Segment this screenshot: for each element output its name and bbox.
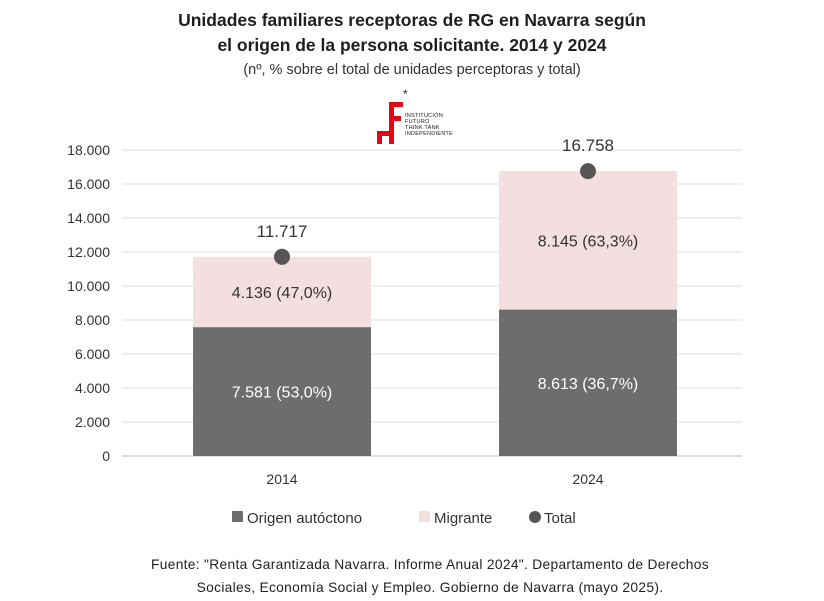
logo-mark-icon [377,102,403,144]
legend-label: Migrante [434,510,492,527]
logo-text-line-2: FUTURO [405,119,430,125]
chart-title-line-2: el origen de la persona solicitante. 201… [217,35,607,55]
total-point [580,163,596,180]
logo-text-line-3: THINK TANK [405,125,440,131]
legend-swatch [529,511,541,523]
bar-segment [193,256,371,328]
bar-data-label: 8.145 (63,3%) [538,233,639,250]
total-point [274,248,290,265]
y-tick-label: 0 [102,448,110,464]
institucion-futuro-logo: * INSTITUCIÓN FUTURO THINK TANK INDEPEND… [377,87,477,148]
x-tick-label: 2014 [266,471,297,487]
y-tick-label: 10.000 [67,278,110,294]
bar-data-label: 7.581 (53,0%) [232,385,333,402]
legend-swatch [232,511,243,522]
y-tick-label: 4.000 [75,380,110,396]
chart-title-line-1: Unidades familiares receptoras de RG en … [178,10,646,30]
y-tick-label: 6.000 [75,346,110,362]
bar-data-label: 8.613 (36,7%) [538,376,639,393]
y-tick-label: 14.000 [67,210,110,226]
logo-text: INSTITUCIÓN FUTURO THINK TANK INDEPENDIE… [405,113,453,137]
y-tick-label: 18.000 [67,142,110,158]
logo-text-line-1: INSTITUCIÓN [405,113,443,119]
bar-segment [499,309,677,456]
total-data-label: 11.717 [257,222,308,241]
bar-segment [193,327,371,456]
x-tick-label: 2024 [572,471,603,487]
source-line-1: Fuente: "Renta Garantizada Navarra. Info… [151,557,709,572]
source-line-2: Sociales, Economía Social y Empleo. Gobi… [196,580,664,595]
chart-subtitle: (nº, % sobre el total de unidades percep… [243,62,581,78]
logo-text-line-4: INDEPENDIENTE [405,131,453,137]
bar-data-label: 4.136 (47,0%) [232,285,333,302]
legend-label: Total [544,510,576,527]
y-tick-label: 2.000 [75,414,110,430]
total-data-label: 16.758 [562,136,614,155]
y-tick-label: 12.000 [67,244,110,260]
y-tick-label: 16.000 [67,176,110,192]
source-note: Fuente: "Renta Garantizada Navarra. Info… [60,553,800,599]
legend-swatch [419,511,430,522]
bar-segment [499,171,677,310]
logo-star: * [403,87,408,101]
legend-label: Origen autóctono [247,510,362,527]
y-tick-label: 8.000 [75,312,110,328]
